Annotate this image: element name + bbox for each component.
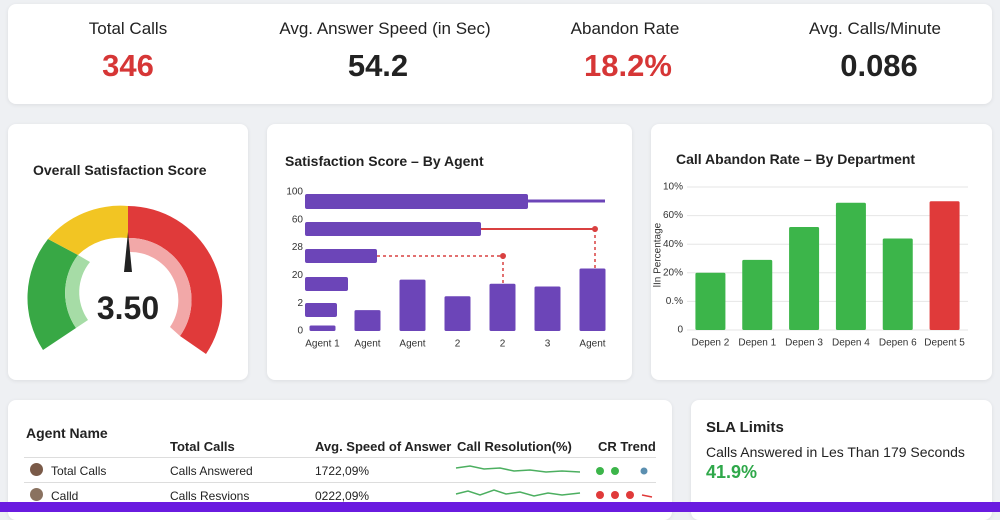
chart-title: Satisfaction Score – By Agent: [285, 153, 484, 169]
gauge-segment: [48, 205, 128, 255]
kpi-value: 18.2%: [584, 48, 672, 83]
trend-dot: [640, 467, 648, 475]
trend-dot: [626, 491, 634, 499]
trend-dot: [596, 467, 604, 475]
avatar: [30, 463, 43, 476]
sla-title: SLA Limits: [706, 419, 784, 436]
sla-value: 41.9%: [706, 462, 758, 482]
sparkline: [455, 489, 581, 497]
gauge-segment: [128, 206, 223, 354]
kpi-label: Abandon Rate: [570, 19, 680, 38]
kpi-card: [8, 4, 992, 104]
sparkline: [455, 465, 581, 473]
trend-dot: [611, 467, 619, 475]
gauge-segment: [27, 239, 78, 350]
sla-card: [691, 400, 992, 520]
gauge: [27, 205, 223, 354]
avatar: [30, 488, 43, 501]
table-header: Call Resolution(%): [457, 439, 572, 454]
trend-area: [455, 465, 653, 499]
kpi-value: 0.086: [840, 48, 918, 83]
kpi-label: Avg. Calls/Minute: [809, 19, 941, 38]
gauge-needle: [124, 232, 132, 272]
kpi-label: Avg. Answer Speed (in Sec): [279, 19, 491, 38]
trend-dot: [596, 491, 604, 499]
table-header: CR Trend: [598, 439, 656, 454]
table-cell: Calld: [51, 489, 79, 503]
chart-title: Call Abandon Rate – By Department: [676, 151, 916, 167]
row-divider: [24, 457, 656, 458]
table-cell: 0222,09%: [315, 489, 370, 503]
trend-dot: [611, 491, 619, 499]
table-header: Agent Name: [26, 425, 108, 441]
gauge-inner: [65, 255, 90, 328]
row-divider: [24, 482, 656, 483]
sla-label: Calls Answered in Les Than 179 Seconds: [706, 444, 965, 460]
gauge-title: Overall Satisfaction Score: [33, 162, 207, 178]
kpi-value: 54.2: [347, 48, 409, 83]
table-cell: Calls Answered: [170, 464, 253, 478]
table-header: Avg. Speed of Answer: [315, 439, 452, 454]
table-cell: Calls Resvions: [170, 489, 250, 503]
gauge-inner: [128, 237, 192, 336]
kpi-value: 346: [102, 48, 154, 83]
kpi-label: Total Calls: [88, 19, 168, 38]
table-header: Total Calls: [170, 439, 235, 454]
table-card: [8, 400, 672, 520]
gauge-value: 3.50: [96, 290, 160, 326]
table-cell: Total Calls: [51, 464, 107, 478]
bottom-bar: [0, 502, 1000, 512]
trend-mark: [641, 494, 653, 498]
table-cell: 1722,09%: [315, 464, 370, 478]
